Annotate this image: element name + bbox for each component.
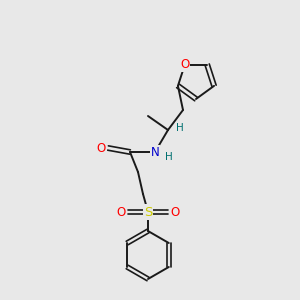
Text: N: N: [151, 146, 159, 158]
Text: O: O: [96, 142, 106, 154]
Text: O: O: [180, 58, 190, 71]
Text: H: H: [165, 152, 173, 162]
Text: O: O: [116, 206, 126, 218]
Text: S: S: [144, 206, 152, 218]
Text: O: O: [170, 206, 180, 218]
Text: H: H: [176, 123, 184, 133]
